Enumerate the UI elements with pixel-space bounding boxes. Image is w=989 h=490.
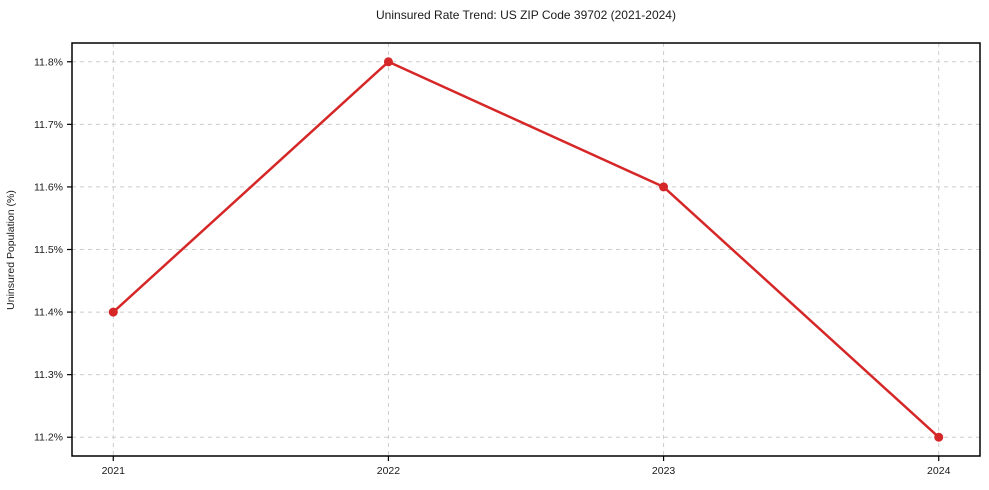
data-point-marker	[659, 182, 669, 192]
y-tick-label: 11.4%	[34, 307, 63, 319]
y-tick-label: 11.8%	[34, 56, 63, 68]
y-tick-label: 11.7%	[34, 119, 63, 131]
chart-title: Uninsured Rate Trend: US ZIP Code 39702 …	[376, 8, 676, 22]
chart-series	[108, 57, 944, 442]
y-tick-label: 11.6%	[34, 181, 63, 193]
axis-ticks	[67, 61, 940, 461]
chart-gridlines	[72, 43, 980, 456]
x-tick-label: 2023	[652, 465, 676, 477]
axis-tick-labels: 2021 2022 2023 2024 11.2% 11.3% 11.4% 11.5% 11.6…	[34, 56, 951, 477]
y-tick-label: 11.5%	[34, 244, 63, 256]
data-point-marker	[108, 307, 118, 317]
data-point-marker	[934, 432, 944, 442]
y-tick-label: 11.2%	[34, 432, 63, 444]
x-tick-label: 2022	[377, 465, 401, 477]
y-axis-label: Uninsured Population (%)	[5, 190, 17, 310]
trend-line	[112, 60, 940, 439]
x-tick-label: 2024	[927, 465, 951, 477]
data-point-marker	[383, 57, 393, 67]
y-tick-label: 11.3%	[34, 369, 63, 381]
x-tick-label: 2021	[102, 465, 126, 477]
